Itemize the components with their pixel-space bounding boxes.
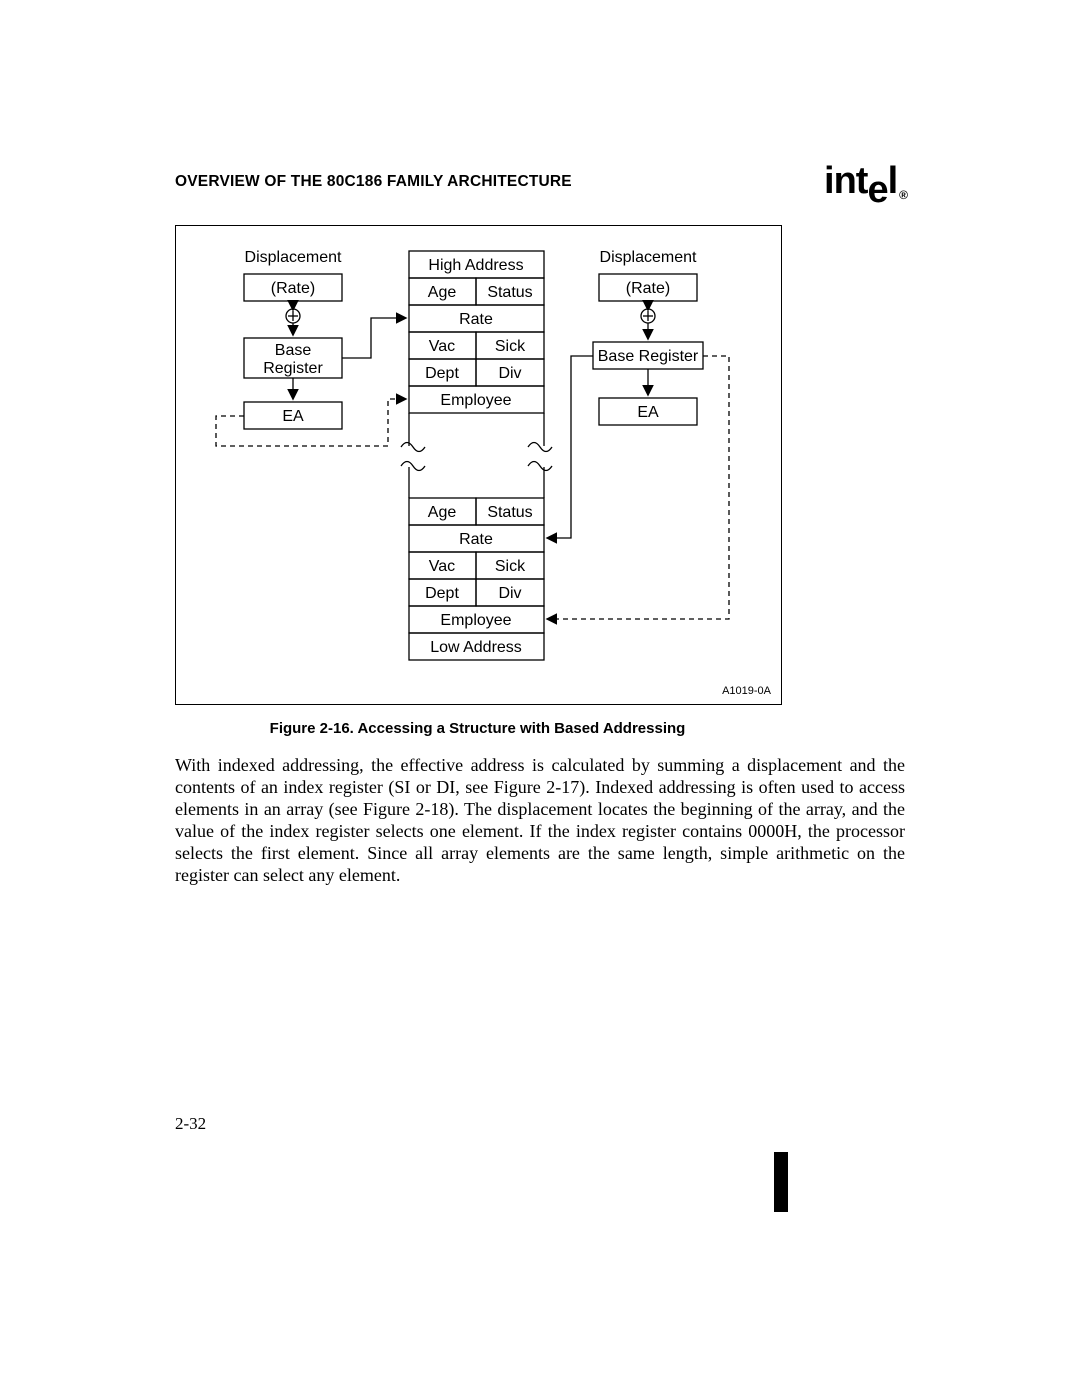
row8-r: Sick xyxy=(495,558,526,575)
row2: Rate xyxy=(459,311,493,328)
corner-mark xyxy=(774,1152,788,1212)
intel-logo: intel® xyxy=(824,160,905,203)
displacement-label-left: Displacement xyxy=(245,249,342,266)
row9-r: Div xyxy=(498,585,521,602)
svg-text:Register: Register xyxy=(263,360,323,377)
figure-caption: Figure 2-16. Accessing a Structure with … xyxy=(175,720,780,737)
row4-r: Div xyxy=(498,365,521,382)
row1-r: Status xyxy=(487,284,532,301)
memory-column: High Address Age Status Rate Vac Sick De… xyxy=(401,251,552,660)
left-column: Displacement (Rate) Base Register EA xyxy=(216,249,405,446)
row5: Employee xyxy=(440,392,511,409)
displacement-label-right: Displacement xyxy=(600,249,697,266)
row9-l: Dept xyxy=(425,585,459,602)
ea-label-right: EA xyxy=(637,404,659,421)
row8-l: Vac xyxy=(429,558,455,575)
rate-label-left: (Rate) xyxy=(271,280,315,297)
rate-label-right: (Rate) xyxy=(626,280,670,297)
figure-diagram: .t { font-family: Arial, Helvetica, sans… xyxy=(176,226,781,704)
svg-text:Base: Base xyxy=(275,342,312,359)
right-column: Displacement (Rate) Base Register EA xyxy=(548,249,729,619)
row4-l: Dept xyxy=(425,365,459,382)
low-address-label: Low Address xyxy=(430,639,522,656)
row6-l: Age xyxy=(428,504,457,521)
figure-ref: A1019-0A xyxy=(722,685,772,697)
row6-r: Status xyxy=(487,504,532,521)
high-address-label: High Address xyxy=(428,257,523,274)
row3-r: Sick xyxy=(495,338,526,355)
body-paragraph: With indexed addressing, the effective a… xyxy=(175,755,905,887)
ea-label-left: EA xyxy=(282,408,304,425)
page-number: 2-32 xyxy=(175,1114,206,1134)
base-register-label-right: Base Register xyxy=(598,348,699,365)
figure-frame: .t { font-family: Arial, Helvetica, sans… xyxy=(175,225,782,705)
row10: Employee xyxy=(440,612,511,629)
row7: Rate xyxy=(459,531,493,548)
row3-l: Vac xyxy=(429,338,455,355)
row1-l: Age xyxy=(428,284,457,301)
page-header: OVERVIEW OF THE 80C186 FAMILY ARCHITECTU… xyxy=(175,160,905,203)
section-title: OVERVIEW OF THE 80C186 FAMILY ARCHITECTU… xyxy=(175,173,572,191)
